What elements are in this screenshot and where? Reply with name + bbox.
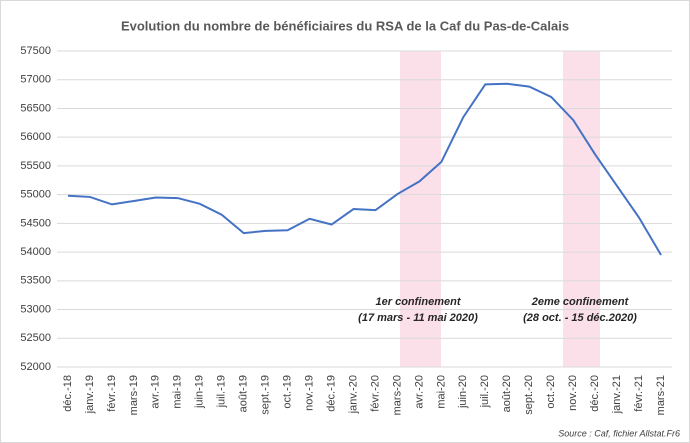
y-tick-label: 53500 <box>20 275 51 287</box>
x-tick-label: janv.-19 <box>84 375 96 414</box>
y-tick-label: 55500 <box>20 160 51 172</box>
x-tick-label: nov.-19 <box>303 375 315 411</box>
x-tick-label: déc.-20 <box>589 375 601 412</box>
annotation: (17 mars - 11 mai 2020) <box>358 312 478 324</box>
y-tick-label: 53000 <box>20 303 51 315</box>
chart-title: Evolution du nombre de bénéficiaires du … <box>121 18 569 33</box>
x-tick-label: nov.-20 <box>567 375 579 411</box>
y-tick-label: 52500 <box>20 332 51 344</box>
x-tick-label: déc.-19 <box>325 375 337 412</box>
x-tick-label: oct.-19 <box>282 375 294 409</box>
x-tick-label: juil.-19 <box>216 375 228 408</box>
y-tick-label: 56500 <box>20 102 51 114</box>
period-shade <box>563 51 600 367</box>
annotation: 1er confinement <box>376 296 462 308</box>
line <box>67 82 662 256</box>
y-tick-label: 57000 <box>20 74 51 86</box>
source: Source : Caf, fichier Allstat.Fr6 <box>558 428 680 438</box>
x-tick-label: août-19 <box>238 375 250 412</box>
x-tick-label: sept.-20 <box>523 375 535 415</box>
period-shade <box>400 51 441 367</box>
x-tick-label: avr.-19 <box>150 375 162 409</box>
x-tick-label: mars-19 <box>128 375 140 415</box>
x-tick-label: mars-21 <box>655 375 667 415</box>
x-tick-label: oct.-20 <box>545 375 557 409</box>
x-tick-label: janv.-21 <box>611 375 623 414</box>
x-tick-label: août-20 <box>501 375 513 412</box>
y-tick-label: 57500 <box>20 45 51 57</box>
y-tick-label: 52000 <box>20 361 51 373</box>
x-tick-label: mai-19 <box>172 375 184 409</box>
x-tick-label: juin-20 <box>457 375 469 409</box>
y-tick-label: 54500 <box>20 217 51 229</box>
x-tick-label: févr.-19 <box>106 375 118 412</box>
x-tick-label: févr.-21 <box>633 375 645 412</box>
x-tick-label: mai-20 <box>435 375 447 409</box>
x-tick-label: févr.-20 <box>369 375 381 412</box>
annotation: (28 oct. - 15 déc.2020) <box>523 312 637 324</box>
annotation: 2eme confinement <box>531 296 630 308</box>
x-tick-label: janv.-20 <box>347 375 359 414</box>
x-tick-label: sept.-19 <box>260 375 272 415</box>
x-tick-label: mars-20 <box>391 375 403 415</box>
x-tick-label: déc.-18 <box>62 375 74 412</box>
y-tick-label: 54000 <box>20 246 51 258</box>
y-tick-label: 56000 <box>20 131 51 143</box>
y-tick-label: 55000 <box>20 189 51 201</box>
x-tick-label: juin-19 <box>194 375 206 409</box>
x-tick-label: juil.-20 <box>479 375 491 408</box>
x-tick-label: avr.-20 <box>413 375 425 409</box>
